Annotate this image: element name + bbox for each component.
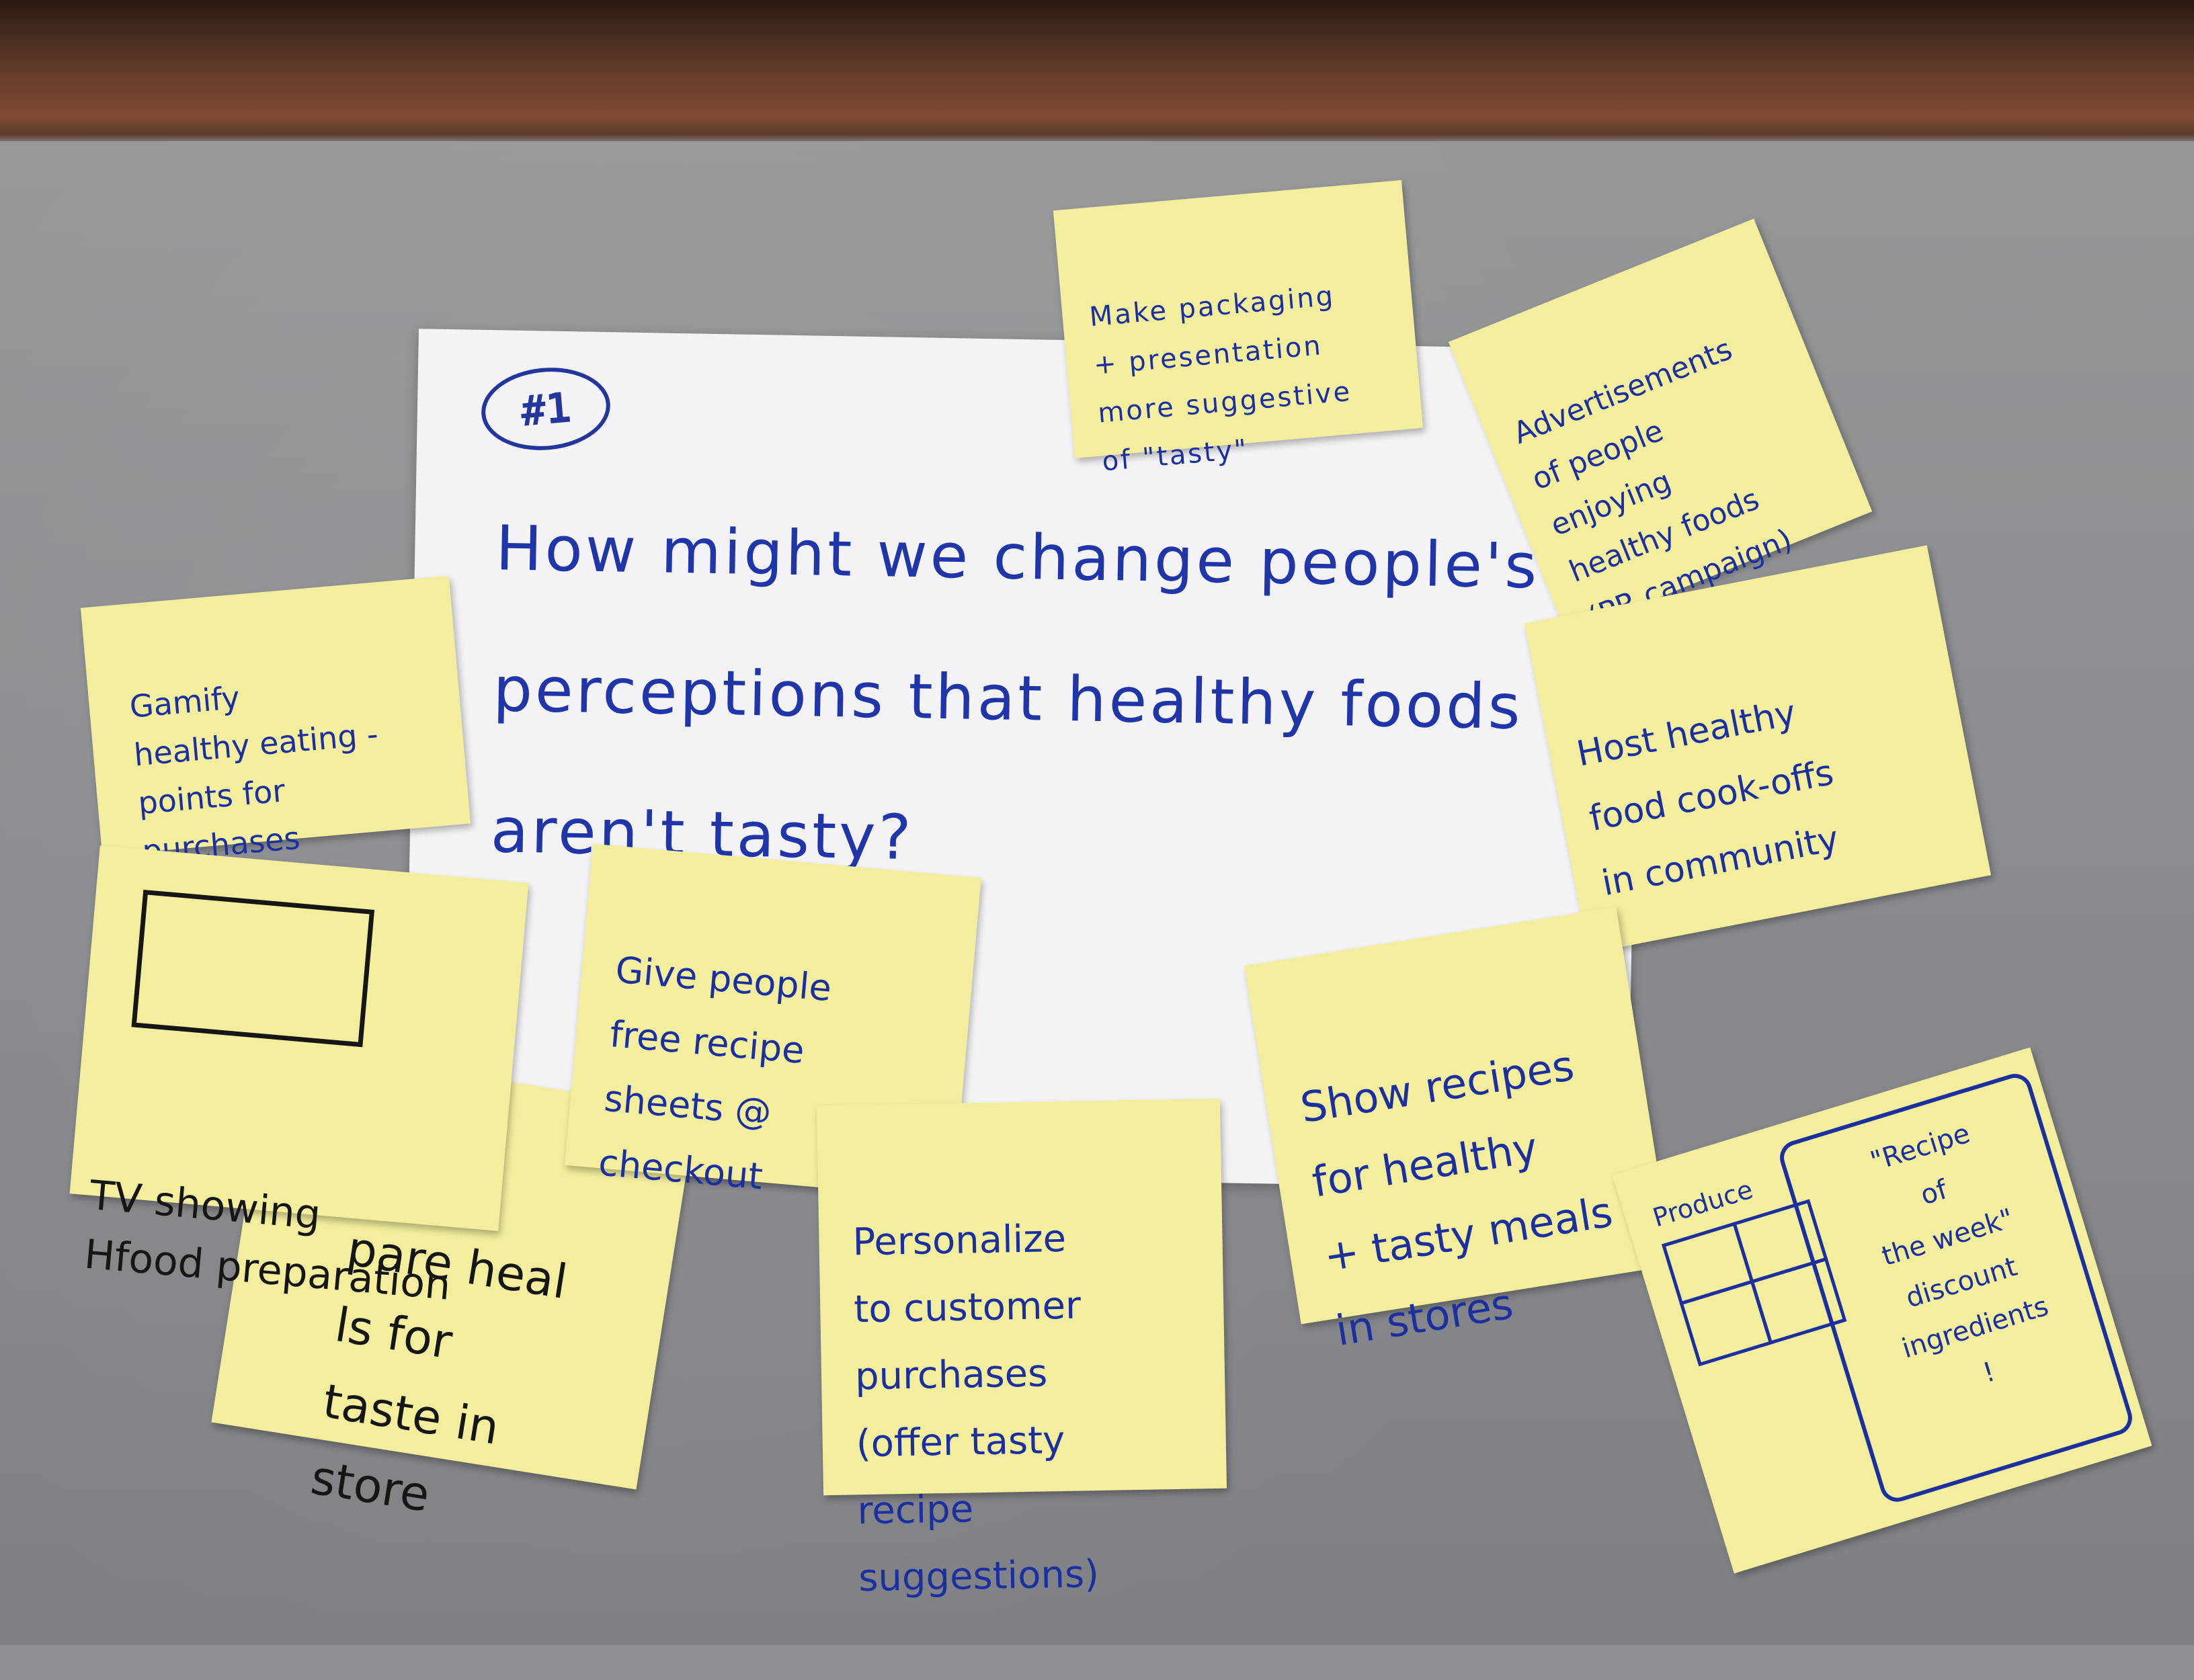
poster-number-badge: #1 xyxy=(478,362,614,456)
personalize-note-text: Personalize to customer purchases (offer… xyxy=(852,1216,1100,1601)
sticky-note-personalize: Personalize to customer purchases (offer… xyxy=(816,1098,1227,1600)
cookoffs-note-text: Host healthy food cook-offs in community xyxy=(1573,692,1842,905)
packaging-note-text: Make packaging + presentation more sugge… xyxy=(1088,280,1353,478)
sticky-note-show-recipes: Show recipes for healthy + tasty meals i… xyxy=(1244,907,1673,1355)
show-recipes-note-text: Show recipes for healthy + tasty meals i… xyxy=(1297,1040,1616,1355)
tv-note-text: TV showing Hfood preparation xyxy=(82,1171,453,1310)
sticky-note-packaging: Make packaging + presentation more sugge… xyxy=(1053,180,1424,477)
sticky-note-tv: TV showing Hfood preparation xyxy=(69,845,529,1310)
tv-sketch-icon xyxy=(131,889,375,1048)
gamify-note-text: Gamify healthy eating - points for purch… xyxy=(128,679,380,870)
sticky-note-gamify: Gamify healthy eating - points for purch… xyxy=(80,575,471,870)
wooden-table-edge xyxy=(0,0,2194,144)
